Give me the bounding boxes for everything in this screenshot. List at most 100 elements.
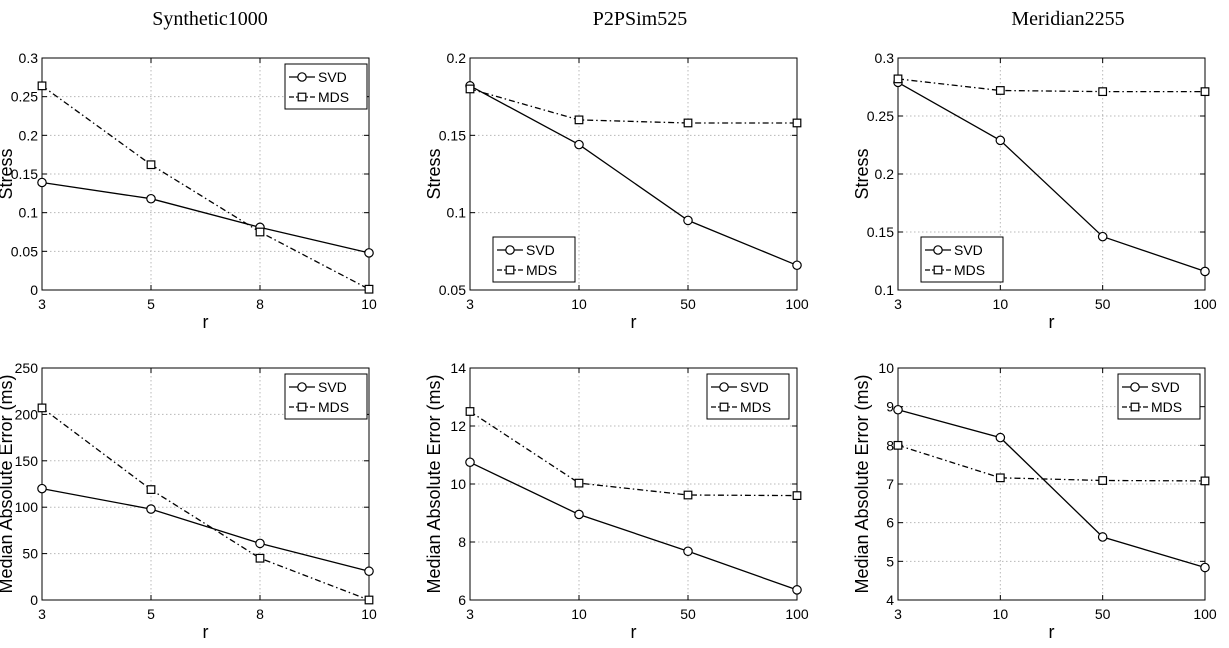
legend-marker-svd bbox=[719, 382, 729, 392]
legend-label-mds: MDS bbox=[318, 89, 349, 105]
x-tick-label: 50 bbox=[1095, 296, 1111, 312]
legend-marker-svd bbox=[933, 245, 943, 255]
data-point-mds bbox=[465, 407, 475, 416]
data-point-mds bbox=[683, 118, 693, 128]
legend-marker-svd bbox=[297, 382, 307, 392]
data-point-svd bbox=[37, 483, 47, 494]
data-point-svd bbox=[465, 457, 475, 468]
plot-frame bbox=[469, 57, 798, 291]
data-point-mds bbox=[146, 485, 156, 494]
y-tick-label: 50 bbox=[22, 546, 38, 562]
data-point-svd bbox=[995, 135, 1006, 146]
data-point-mds bbox=[364, 595, 374, 605]
x-tick-label: 10 bbox=[993, 296, 1009, 312]
data-point-mds bbox=[37, 81, 47, 91]
legend: SVD MDS bbox=[492, 236, 576, 283]
data-point-svd bbox=[683, 546, 693, 557]
y-tick-label: 0.15 bbox=[439, 127, 466, 143]
y-tick-label: 4 bbox=[886, 592, 894, 608]
legend-label-mds: MDS bbox=[740, 399, 771, 415]
data-point-mds bbox=[37, 403, 47, 413]
x-tick-label: 8 bbox=[256, 606, 264, 622]
data-point-mds bbox=[1200, 476, 1210, 486]
x-tick-label: 3 bbox=[38, 606, 46, 622]
data-point-svd bbox=[1200, 266, 1210, 277]
y-axis-label: Median Absolute Error (ms) bbox=[0, 374, 16, 593]
x-axis-label: r bbox=[203, 622, 209, 642]
y-tick-label: 250 bbox=[15, 360, 39, 376]
legend-marker-svd bbox=[297, 72, 307, 82]
chart-panel-1: 3 5 8 10 0 0.05 0.1 0.15 0.2 0.25 0.3 r Stress SVD MDS bbox=[0, 50, 377, 332]
y-axis-label: Stress bbox=[852, 148, 872, 199]
y-tick-label: 14 bbox=[450, 360, 466, 376]
x-tick-label: 10 bbox=[361, 606, 377, 622]
data-point-svd bbox=[683, 215, 693, 226]
x-tick-label: 100 bbox=[1193, 296, 1217, 312]
x-tick-label: 10 bbox=[571, 296, 587, 312]
legend: SVD MDS bbox=[706, 373, 790, 420]
legend-marker-mds bbox=[297, 92, 307, 102]
data-point-mds bbox=[255, 553, 265, 563]
series-line-mds bbox=[897, 78, 1205, 93]
y-tick-label: 12 bbox=[450, 418, 466, 434]
column-title-p2psim525: P2PSim525 bbox=[593, 8, 687, 30]
data-point-svd bbox=[792, 260, 802, 271]
y-tick-label: 0.1 bbox=[19, 205, 39, 221]
data-point-mds bbox=[893, 440, 903, 450]
series-line-mds bbox=[41, 85, 370, 290]
y-tick-label: 0.05 bbox=[439, 282, 466, 298]
series-line-svd bbox=[469, 461, 798, 591]
x-axis-label: r bbox=[1049, 312, 1055, 332]
y-axis-label: Stress bbox=[0, 148, 16, 199]
chart-panel-3: 3 10 50 100 0.1 0.15 0.2 0.25 0.3 r Stress SVD MDS bbox=[852, 50, 1217, 332]
data-point-svd bbox=[574, 509, 584, 520]
legend-box bbox=[284, 63, 368, 110]
chart-panel-6: 3 10 50 100 4 5 6 7 8 9 10 r Median Absolute Error (… bbox=[852, 360, 1217, 642]
data-point-mds bbox=[255, 227, 265, 237]
x-tick-label: 10 bbox=[571, 606, 587, 622]
series-line-svd bbox=[469, 85, 798, 266]
y-tick-label: 7 bbox=[886, 476, 894, 492]
y-tick-label: 0.3 bbox=[875, 50, 895, 66]
y-tick-label: 0.15 bbox=[11, 166, 38, 182]
legend-label-mds: MDS bbox=[318, 399, 349, 415]
y-tick-label: 6 bbox=[458, 592, 466, 608]
legend-box bbox=[1117, 373, 1201, 420]
chart-panel-5: 3 10 50 100 6 8 10 12 14 r Median Absolute Error (… bbox=[424, 360, 809, 642]
y-tick-label: 0.1 bbox=[447, 205, 467, 221]
data-point-svd bbox=[255, 538, 265, 549]
legend: SVD MDS bbox=[284, 373, 368, 420]
data-point-svd bbox=[1097, 532, 1108, 542]
y-tick-label: 8 bbox=[458, 534, 466, 550]
x-axis-label: r bbox=[203, 312, 209, 332]
x-tick-label: 3 bbox=[894, 296, 902, 312]
y-tick-label: 0.25 bbox=[867, 108, 894, 124]
y-tick-label: 0.05 bbox=[11, 243, 38, 259]
data-point-svd bbox=[146, 504, 156, 514]
y-tick-label: 0 bbox=[30, 592, 38, 608]
x-axis-label: r bbox=[631, 622, 637, 642]
data-point-mds bbox=[995, 473, 1005, 483]
legend: SVD MDS bbox=[1117, 373, 1201, 420]
legend-label-svd: SVD bbox=[526, 242, 555, 258]
x-tick-label: 100 bbox=[785, 296, 809, 312]
series-line-svd bbox=[41, 181, 370, 254]
legend-box bbox=[920, 236, 1004, 283]
y-tick-label: 150 bbox=[15, 453, 39, 469]
series-line-mds bbox=[897, 444, 1206, 482]
column-title-synthetic1000: Synthetic1000 bbox=[152, 8, 268, 30]
x-tick-label: 3 bbox=[466, 606, 474, 622]
data-point-svd bbox=[364, 248, 374, 258]
y-tick-label: 0.1 bbox=[875, 282, 895, 298]
y-tick-label: 5 bbox=[886, 553, 894, 569]
legend-label-svd: SVD bbox=[318, 69, 347, 85]
plot-frame bbox=[469, 367, 798, 601]
data-point-svd bbox=[893, 404, 903, 415]
y-tick-label: 0.3 bbox=[19, 50, 39, 66]
y-tick-label: 9 bbox=[886, 399, 894, 415]
series-line-svd bbox=[897, 409, 1206, 569]
legend-marker-svd bbox=[505, 245, 515, 255]
legend-box bbox=[492, 236, 576, 283]
